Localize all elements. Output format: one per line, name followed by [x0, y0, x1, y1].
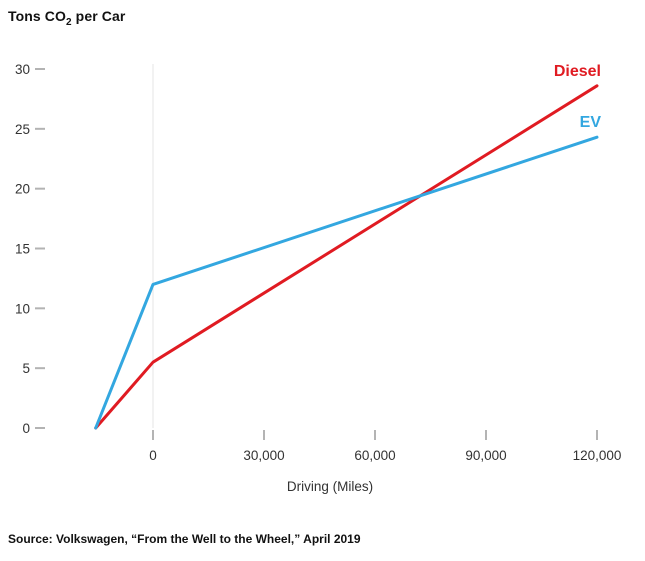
series-label-diesel: Diesel	[554, 63, 601, 80]
series-label-ev: EV	[580, 114, 602, 131]
y-axis-tick-label: 0	[22, 421, 30, 436]
series-line-ev	[94, 135, 599, 430]
chart-title-text-after: per Car	[71, 8, 126, 24]
y-axis-tick-label: 5	[22, 361, 30, 376]
x-axis-tick-label: 120,000	[573, 448, 622, 463]
x-axis-tick-label: 90,000	[465, 448, 506, 463]
y-axis-tick-label: 20	[15, 182, 30, 197]
chart-title: Tons CO2 per Car	[8, 8, 126, 28]
y-axis-tick-label: 10	[15, 301, 30, 316]
y-axis-tick-label: 15	[15, 242, 30, 257]
x-axis-tick-label: 30,000	[243, 448, 284, 463]
chart-title-text: Tons CO	[8, 8, 66, 24]
x-axis-tick-label: 0	[149, 448, 157, 463]
source-note: Source: Volkswagen, “From the Well to th…	[8, 532, 361, 546]
series-line-diesel	[94, 84, 599, 430]
x-axis-tick-label: 60,000	[354, 448, 395, 463]
chart-title-subscript: 2	[66, 17, 72, 28]
line-chart-svg: 0 5 10 15 20 25 30 0 30,000 60,000 90,000 120,000 Dr…	[15, 62, 622, 494]
y-axis-tick-label: 25	[15, 122, 30, 137]
y-axis-tick-label: 30	[15, 62, 30, 77]
x-axis-title: Driving (Miles)	[287, 479, 373, 494]
